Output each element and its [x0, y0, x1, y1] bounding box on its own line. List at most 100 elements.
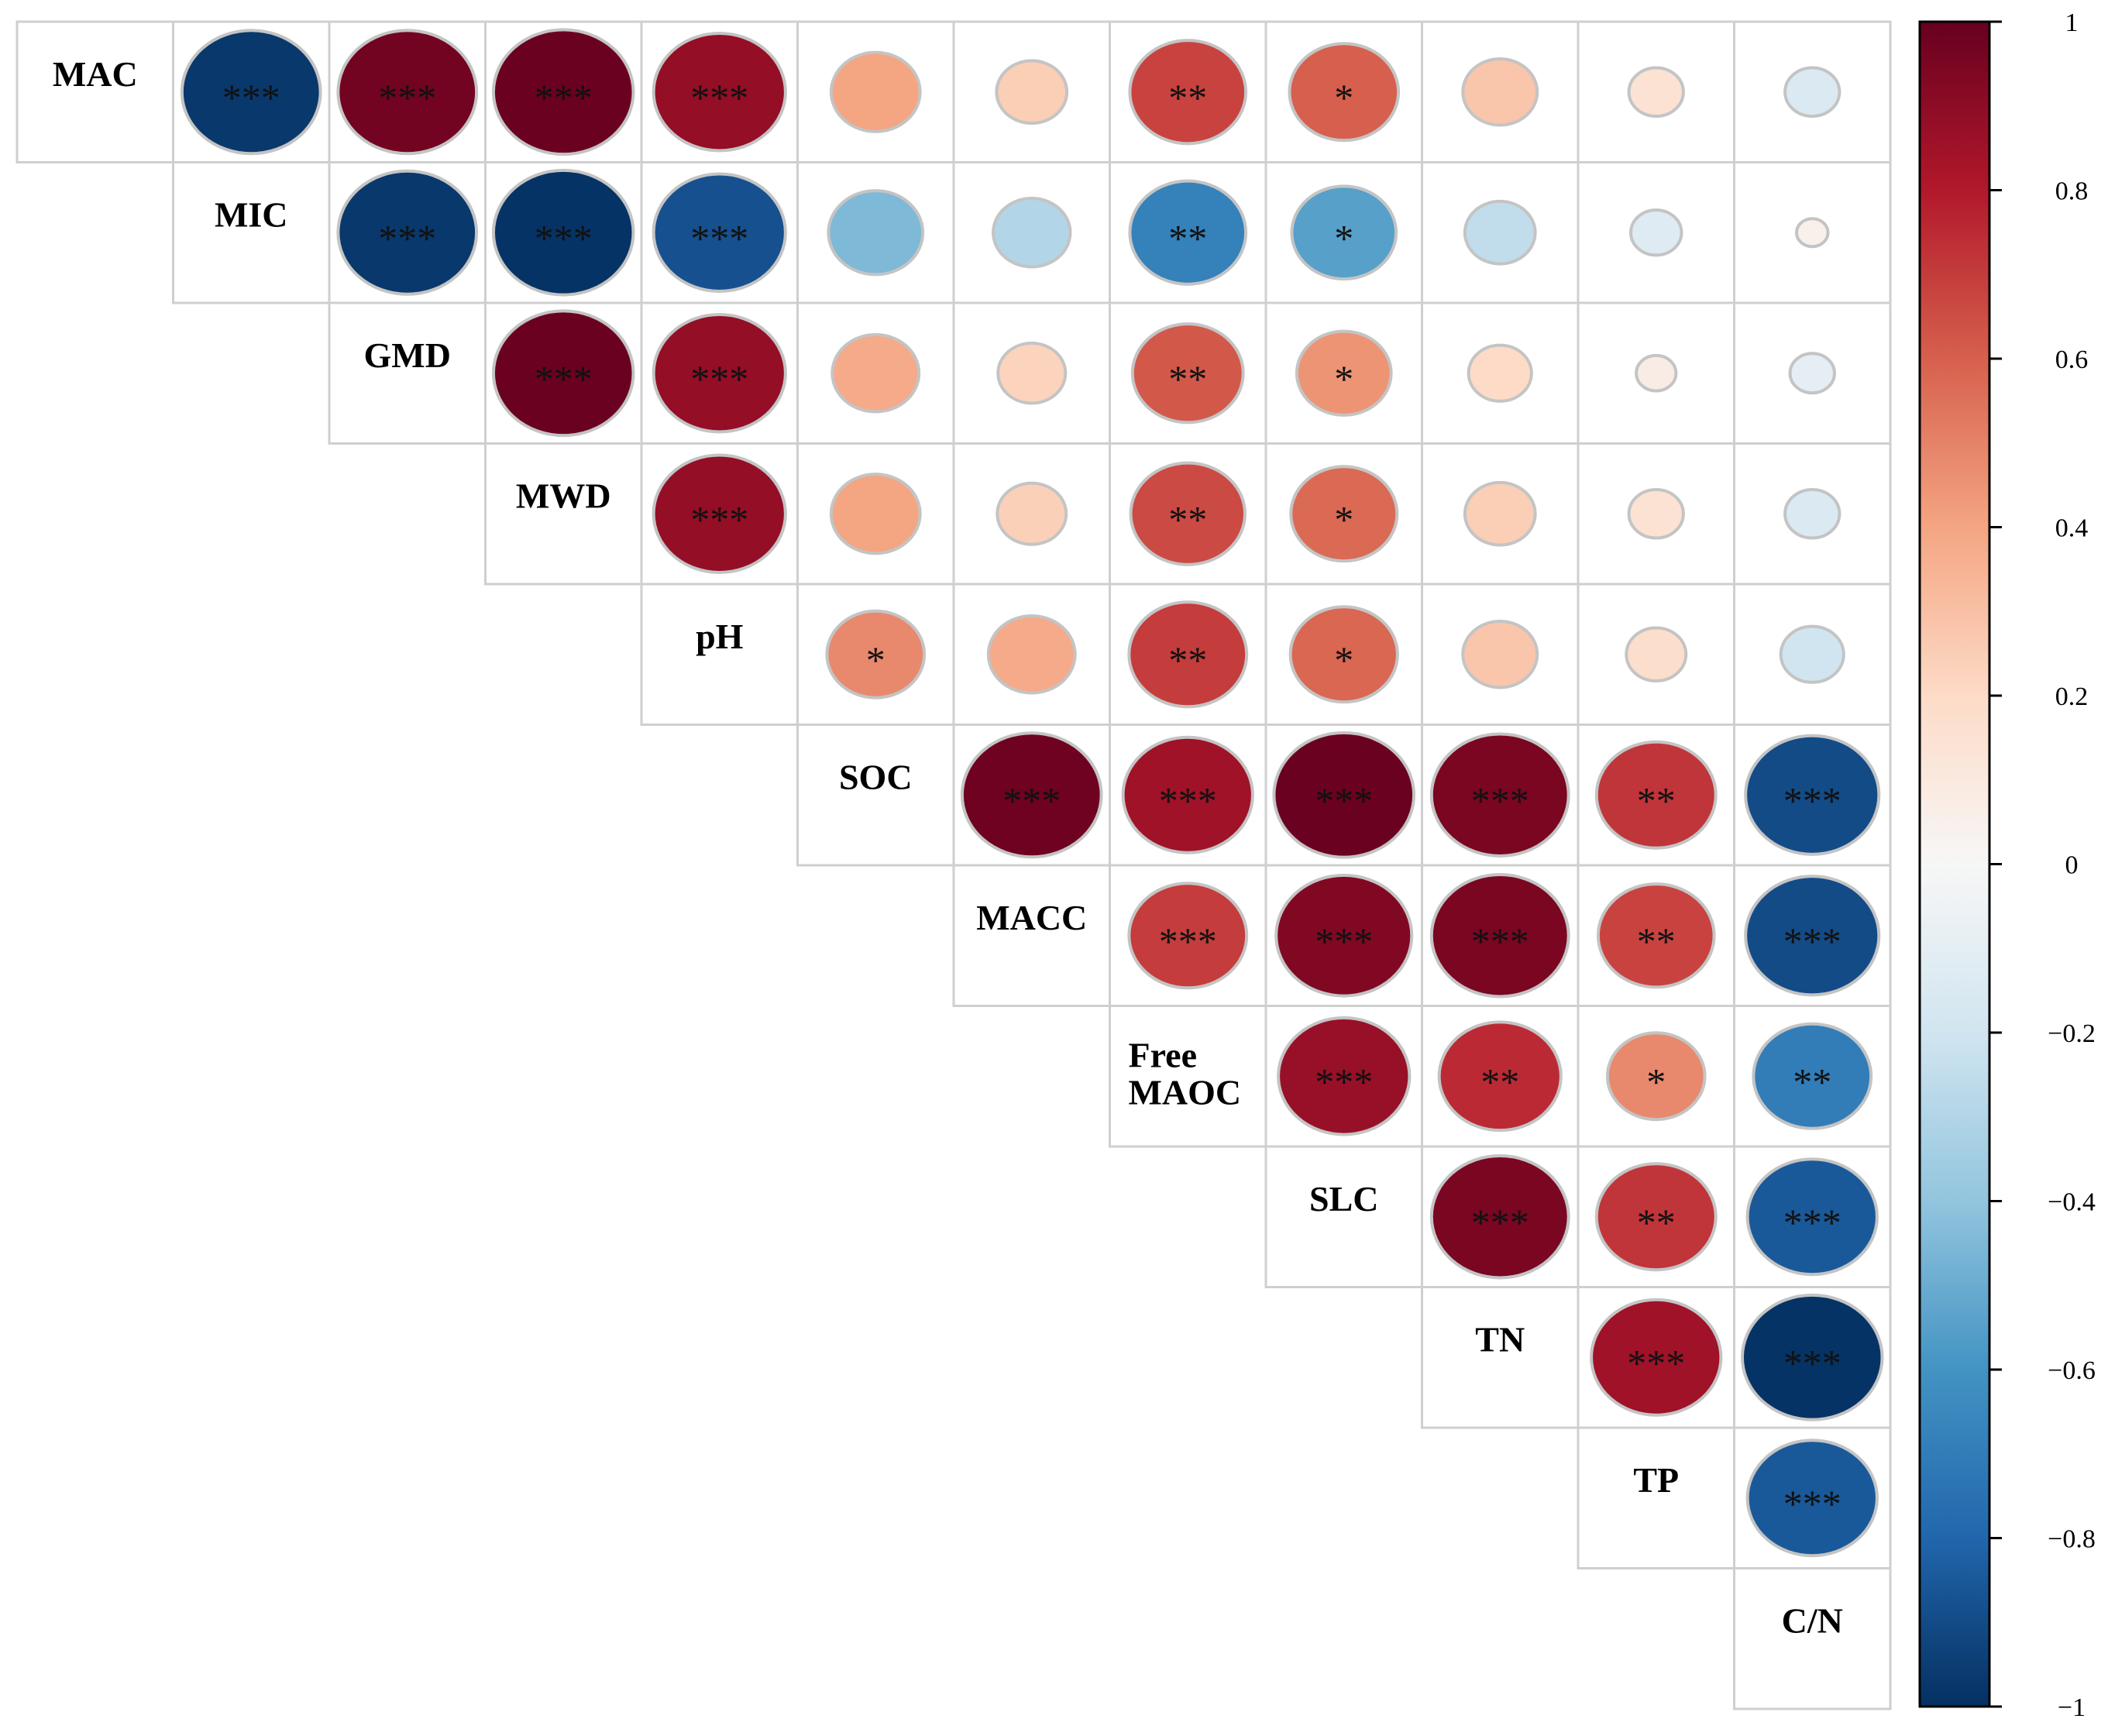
colorbar-tick-label: 0.8: [2055, 177, 2089, 206]
correlation-circle: [1437, 1020, 1563, 1133]
significance-label: **: [1637, 920, 1676, 963]
correlation-circle: [1605, 1031, 1707, 1122]
correlation-circle: [1290, 184, 1398, 281]
correlation-circle: [1794, 217, 1830, 249]
significance-label: **: [1637, 779, 1676, 822]
correlation-circle: [1745, 1439, 1879, 1558]
correlation-circle: [652, 172, 787, 294]
correlation-circle: [1629, 208, 1683, 257]
significance-label: **: [1480, 1060, 1519, 1103]
correlation-circle: [1274, 873, 1414, 998]
significance-label: ***: [690, 357, 748, 400]
significance-label: ***: [690, 76, 748, 119]
matrix-cell: [796, 724, 955, 867]
variable-labels: MAC MIC GMD MWD pH SOC MACC Free MAOC SLC TN TP C/N: [53, 54, 1843, 1641]
correlation-circle: [986, 614, 1077, 695]
significance-label: ***: [1783, 1341, 1841, 1384]
correlation-circle: [830, 332, 921, 414]
correlation-circle: [1129, 461, 1247, 566]
correlation-circle: [491, 28, 635, 156]
correlation-circle: [1289, 465, 1399, 563]
significance-label: *: [1334, 216, 1353, 260]
variable-label: pH: [696, 617, 744, 656]
correlation-circle: [992, 197, 1072, 269]
significance-label: ***: [1627, 1341, 1685, 1384]
variable-label: MWD: [516, 476, 611, 515]
colorbar-gradient: [1920, 22, 1989, 1707]
correlation-circle: [652, 312, 787, 434]
correlation-circle: [1463, 199, 1537, 266]
correlation-circle: [1590, 1298, 1723, 1417]
significance-label: ***: [690, 497, 748, 541]
matrix-cell: [484, 442, 643, 586]
significance-label: ***: [535, 216, 593, 260]
correlation-circle: [1429, 1154, 1570, 1280]
correlation-circle: [1130, 322, 1245, 425]
matrix-cell: [952, 864, 1111, 1007]
significance-label: *: [1334, 497, 1353, 541]
correlation-circle: [1596, 882, 1716, 989]
significance-label: ***: [1159, 920, 1217, 963]
correlation-circle: [996, 342, 1068, 405]
correlation-circle: [1288, 42, 1401, 143]
correlation-circles: *** *** *** *** ** **** *** *** ** **** *** ** **** *…: [180, 28, 1884, 1558]
correlation-circle: [1429, 873, 1570, 999]
correlation-circle: [1744, 875, 1881, 997]
colorbar-tick-label: −1: [2058, 1693, 2086, 1722]
significance-label: *: [1646, 1060, 1666, 1103]
significance-label: ***: [535, 357, 593, 400]
correlation-circle: [1127, 882, 1249, 990]
correlation-circle: [1625, 626, 1688, 683]
correlation-circle: [1783, 66, 1841, 119]
correlation-circle: [996, 481, 1068, 546]
significance-label: **: [1168, 638, 1207, 682]
variable-label: SLC: [1309, 1179, 1378, 1219]
correlation-circle: [829, 50, 922, 133]
significance-label: **: [1168, 76, 1207, 119]
correlation-circle: [1429, 732, 1570, 858]
correlation-circle: [1740, 1293, 1884, 1421]
significance-label: **: [1637, 1201, 1676, 1244]
matrix-cell: [1577, 1426, 1735, 1569]
significance-label: ***: [1783, 779, 1841, 822]
significance-label: ***: [1315, 920, 1373, 963]
correlation-circle: [1744, 734, 1881, 856]
correlation-circle: [1127, 600, 1249, 709]
correlation-circle: [1594, 740, 1718, 850]
colorbar: 1 0.8 0.6 0.4 0.2 0 −0.2 −0.4 −0.6 −0.8 −1: [1918, 9, 2096, 1722]
correlation-circle: [1627, 487, 1685, 540]
variable-label: TN: [1475, 1319, 1525, 1359]
significance-label: ***: [1315, 779, 1373, 822]
matrix-cell: [172, 161, 331, 304]
significance-label: ***: [378, 216, 436, 260]
correlation-circle: [1128, 179, 1248, 286]
colorbar-tick-label: 1: [2065, 9, 2079, 37]
significance-label: ***: [1315, 1060, 1373, 1103]
colorbar-tick-label: −0.6: [2048, 1356, 2096, 1385]
correlation-circle: [827, 189, 925, 277]
correlation-circle: [1128, 39, 1248, 146]
correlation-circle: [1121, 735, 1254, 854]
significance-label: ***: [535, 76, 593, 119]
correlation-circle: [1783, 487, 1841, 540]
correlation-circle: [180, 29, 322, 156]
correlation-circle: [652, 453, 787, 575]
significance-label: ***: [1471, 779, 1529, 822]
correlation-circle: [1288, 605, 1399, 704]
colorbar-tick-label: −0.8: [2048, 1525, 2096, 1554]
significance-label: *: [866, 638, 885, 682]
matrix-cell: [1264, 1145, 1423, 1288]
significance-label: ***: [1159, 779, 1217, 822]
matrix-cell: [1109, 1005, 1267, 1148]
variable-label: Free MAOC: [1129, 1035, 1242, 1112]
significance-label: **: [1168, 497, 1207, 541]
correlation-circle: [1745, 1157, 1879, 1277]
variable-label: C/N: [1782, 1600, 1843, 1640]
significance-label: ***: [222, 76, 280, 119]
variable-label: MAC: [53, 54, 138, 94]
correlation-circle: [1752, 1022, 1873, 1130]
correlation-circle: [1779, 624, 1845, 684]
significance-label: ***: [1471, 920, 1529, 963]
variable-label: TP: [1633, 1460, 1679, 1500]
